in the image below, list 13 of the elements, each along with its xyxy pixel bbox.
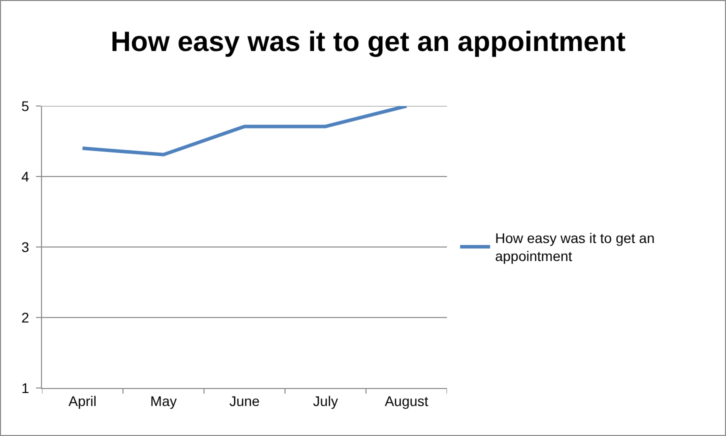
line-series: [80, 106, 408, 156]
y-tick-label: 4: [21, 168, 30, 184]
chart-title: How easy was it to get an appointment: [110, 26, 626, 57]
y-tick-label: 5: [21, 98, 30, 114]
x-tick-label: May: [150, 392, 177, 409]
x-tick-label: June: [229, 392, 260, 409]
x-tick-label: April: [68, 392, 97, 409]
y-tick-label: 2: [21, 309, 30, 326]
legend-label: How easy was it to get an appointment: [495, 230, 655, 264]
x-tick-label: August: [384, 392, 428, 409]
y-tick-label: 1: [21, 380, 30, 396]
y-tick-label: 3: [21, 238, 30, 255]
x-tick-label: July: [313, 392, 338, 409]
